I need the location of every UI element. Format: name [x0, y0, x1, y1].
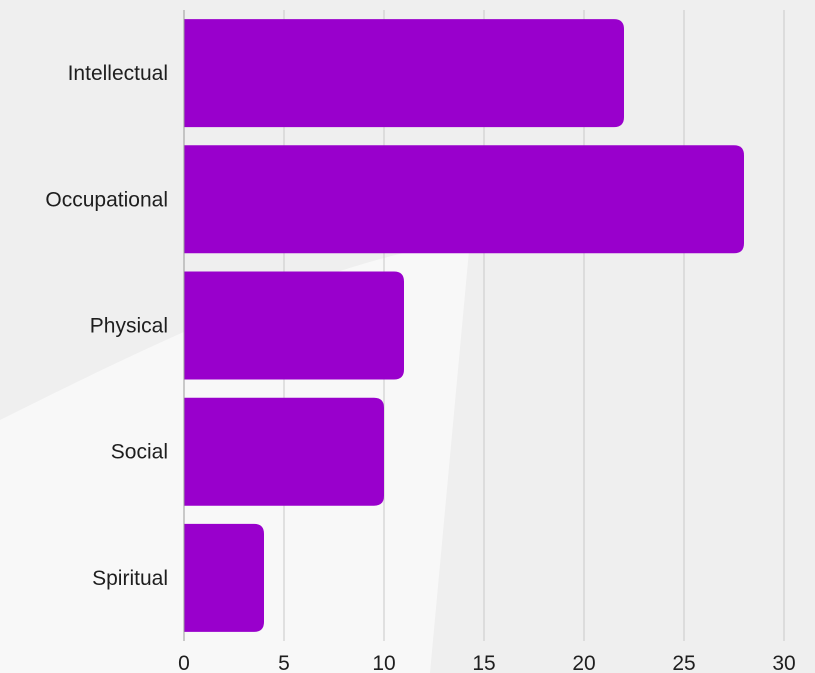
- category-label-intellectual: Intellectual: [68, 62, 168, 85]
- category-label-social: Social: [111, 441, 168, 464]
- x-tick-label-15: 15: [472, 652, 495, 673]
- bar-occupational: [184, 145, 744, 254]
- bar-spiritual: [184, 523, 264, 632]
- x-tick-label-25: 25: [672, 652, 695, 673]
- x-tick-label-30: 30: [772, 652, 795, 673]
- category-label-spiritual: Spiritual: [92, 567, 168, 590]
- bar-physical: [184, 271, 404, 380]
- x-tick-label-0: 0: [178, 652, 190, 673]
- x-tick-label-5: 5: [278, 652, 290, 673]
- bars: [184, 19, 744, 632]
- x-tick-label-20: 20: [572, 652, 595, 673]
- category-labels: Intellectual Occupational Physical Social Sp…: [45, 62, 168, 590]
- category-label-occupational: Occupational: [45, 188, 168, 211]
- category-label-physical: Physical: [90, 315, 168, 338]
- bar-social: [184, 397, 384, 506]
- x-tick-label-10: 10: [372, 652, 395, 673]
- bar-intellectual: [184, 19, 624, 128]
- x-tick-labels: 0 5 10 15 20 25 30: [178, 652, 796, 673]
